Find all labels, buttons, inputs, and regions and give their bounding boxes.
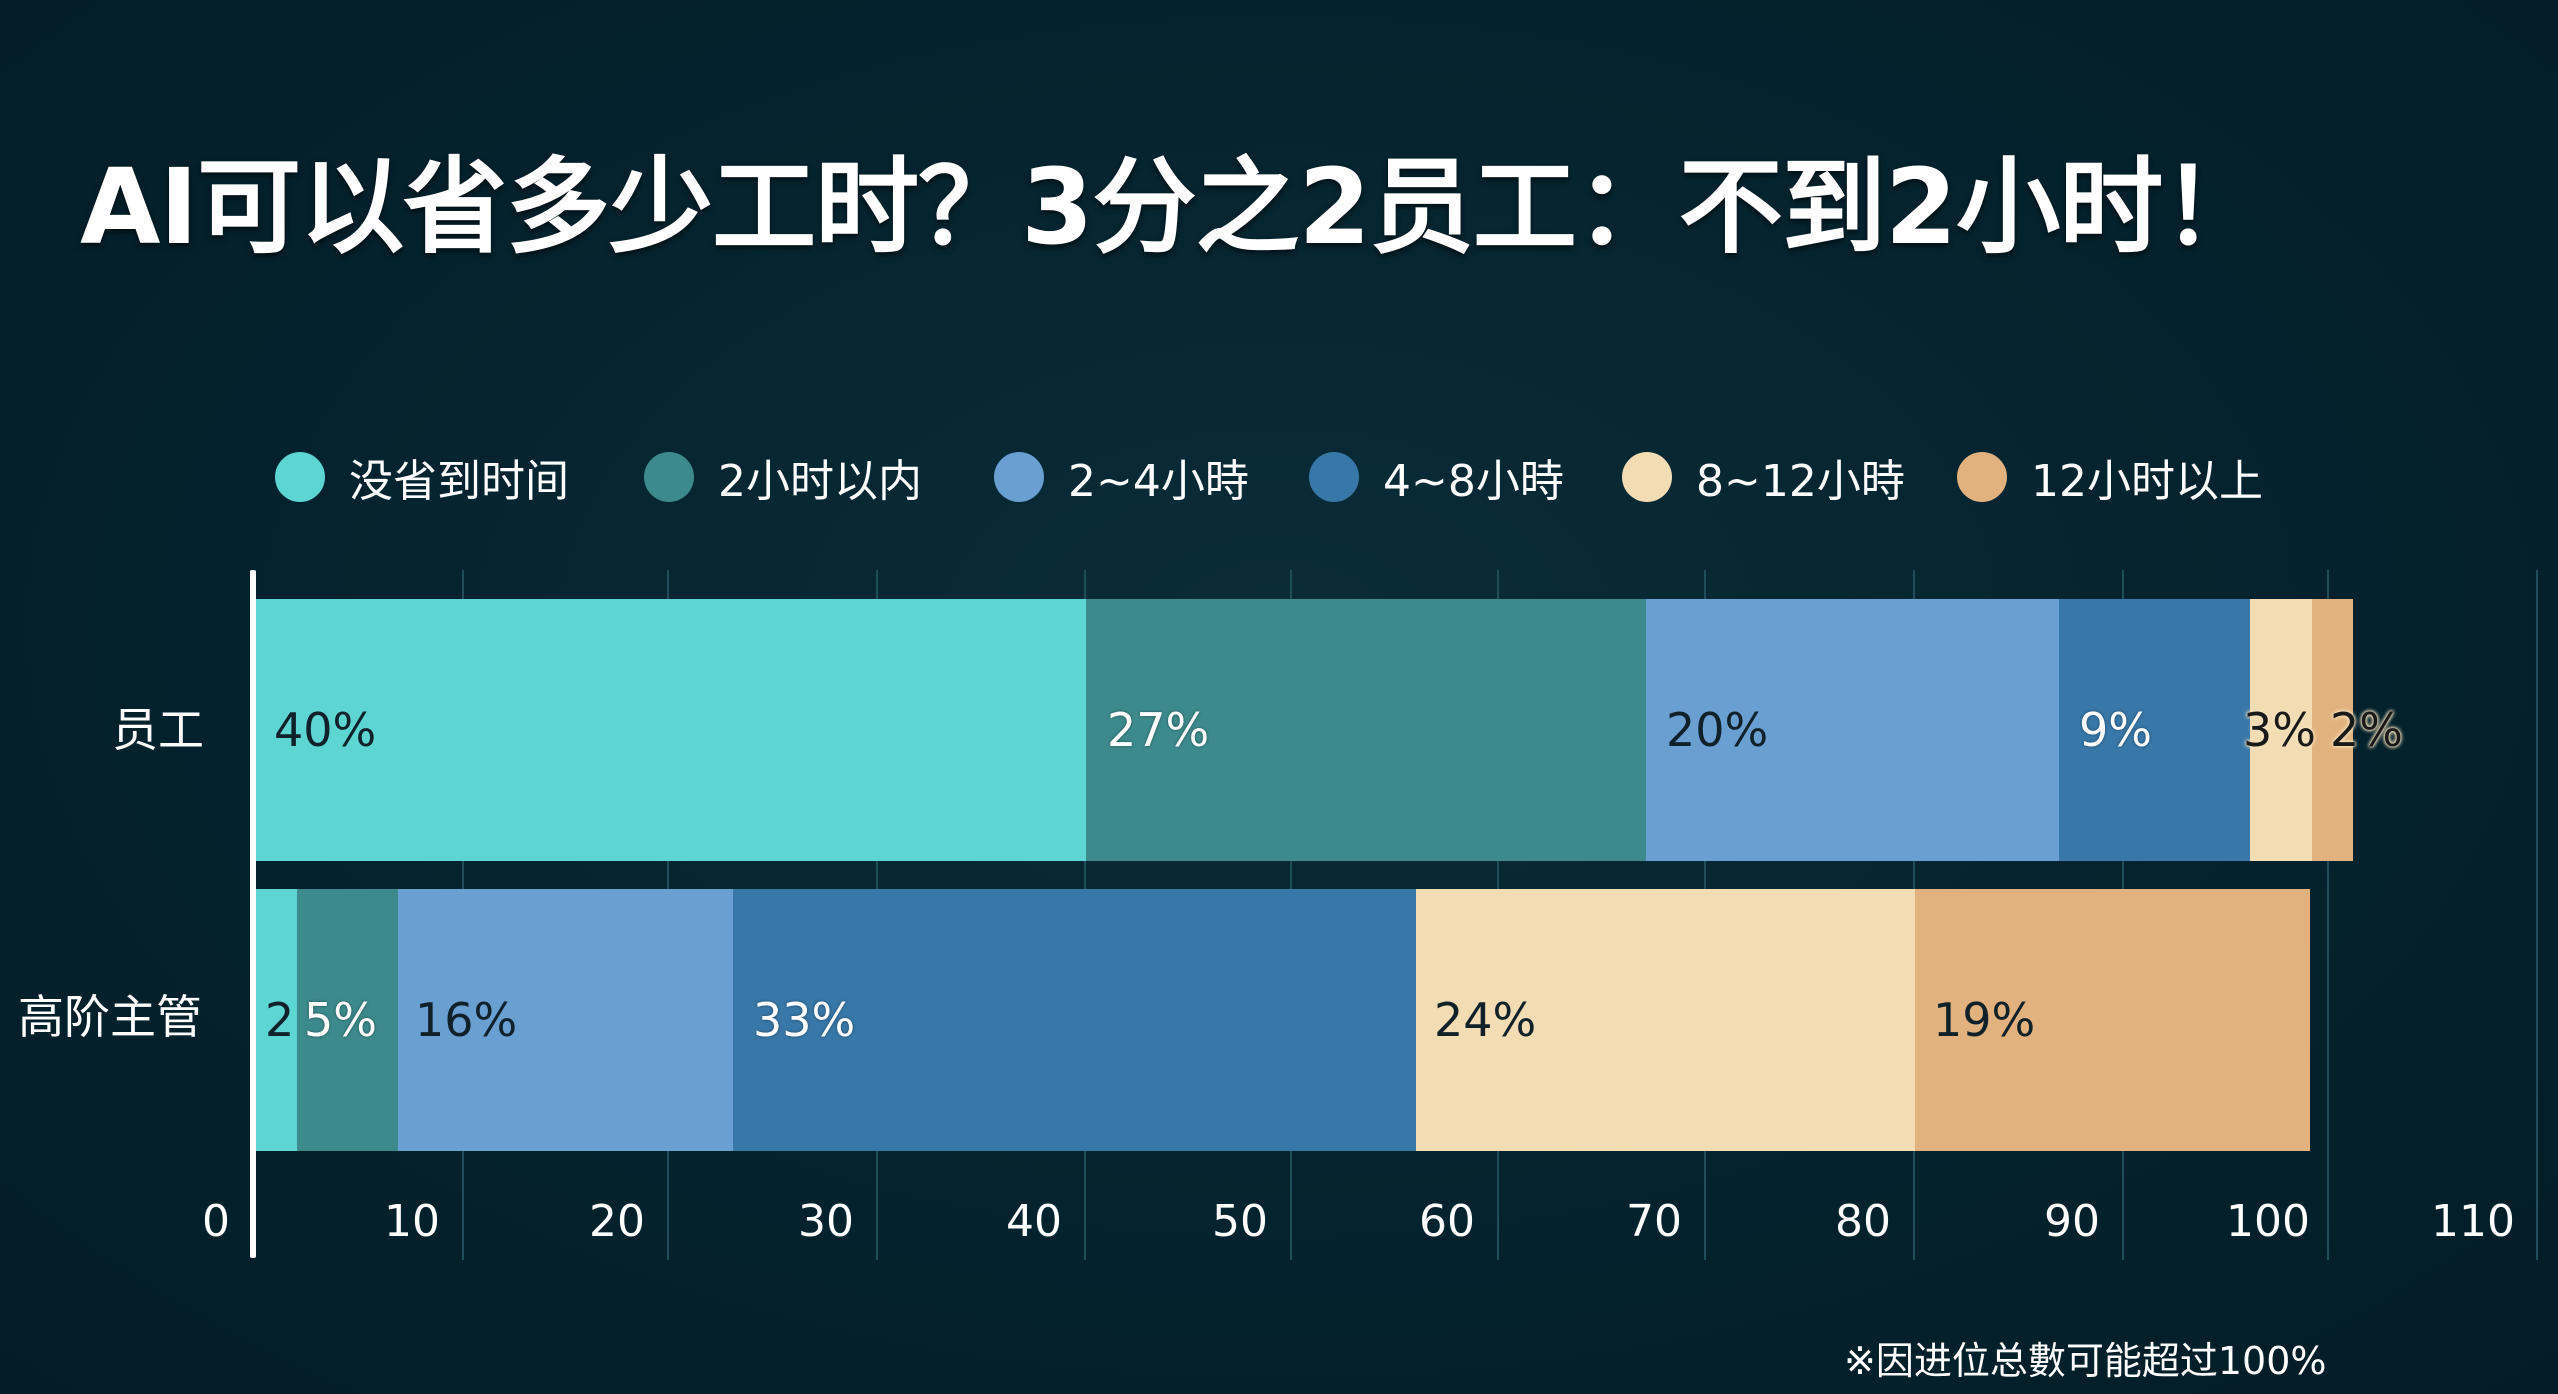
legend-label: 12小时以上 xyxy=(2031,456,2263,507)
legend-item-no-time-saved: 没省到时间 xyxy=(275,450,569,507)
segment-value-label: 5% xyxy=(304,993,377,1047)
legend-dot-icon xyxy=(644,452,694,502)
x-tick-label: 100 xyxy=(2226,1196,2310,1247)
y-axis-line xyxy=(250,570,256,1258)
segment-value-label: 24% xyxy=(1434,993,1537,1047)
category-label-executives: 高阶主管 xyxy=(18,990,202,1044)
footnote: ※因进位总數可能超过100% xyxy=(1844,1339,2327,1383)
segment-4-8h: 9% xyxy=(2059,599,2250,861)
legend-dot-icon xyxy=(1622,452,1672,502)
legend-label: 4~8小時 xyxy=(1383,456,1564,507)
legend-dot-icon xyxy=(1309,452,1359,502)
x-tick-label: 0 xyxy=(202,1196,230,1247)
x-tick-label: 50 xyxy=(1212,1196,1268,1247)
legend-item-4-8h: 4~8小時 xyxy=(1309,450,1564,507)
segment-value-label: 3% xyxy=(2243,703,2316,757)
chart-title: AI可以省多少工时？3分之2员工：不到2小时！ xyxy=(80,146,2266,268)
gridline xyxy=(2536,570,2538,1260)
segment-value-label: 27% xyxy=(1107,703,1210,757)
segment-value-label: 40% xyxy=(274,703,377,757)
segment-over-12h xyxy=(2312,599,2353,861)
segment-under-2h xyxy=(297,889,398,1151)
bar-executives: 16% 33% 24% 19% 2 5% xyxy=(256,889,2310,1151)
legend-dot-icon xyxy=(1957,452,2007,502)
legend-item-under-2h: 2小时以内 xyxy=(644,450,922,507)
x-tick-label: 70 xyxy=(1626,1196,1682,1247)
legend-label: 没省到时间 xyxy=(349,456,569,507)
segment-8-12h: 24% xyxy=(1416,889,1915,1151)
segment-over-12h: 19% xyxy=(1915,889,2310,1151)
segment-8-12h xyxy=(2250,599,2312,861)
x-tick-label: 10 xyxy=(384,1196,440,1247)
legend: 没省到时间 2小时以内 2~4小時 4~8小時 8~12小時 12小时以上 xyxy=(0,450,2558,507)
segment-no-time-saved: 40% xyxy=(256,599,1086,861)
x-tick-label: 80 xyxy=(1835,1196,1891,1247)
bar-employees: 40% 27% 20% 9% 3% 2% xyxy=(256,599,2403,861)
legend-label: 2小时以内 xyxy=(718,456,922,507)
segment-value-label: 2 xyxy=(265,993,295,1047)
legend-label: 8~12小時 xyxy=(1696,456,1905,507)
segment-value-label: 20% xyxy=(1666,703,1769,757)
segment-2-4h: 20% xyxy=(1646,599,2059,861)
gridline xyxy=(2327,570,2329,1260)
segment-value-label: 2% xyxy=(2330,703,2403,757)
segment-value-label: 33% xyxy=(753,993,856,1047)
segment-no-time-saved xyxy=(256,889,297,1151)
segment-value-label: 9% xyxy=(2079,703,2152,757)
segment-2-4h: 16% xyxy=(398,889,733,1151)
legend-label: 2~4小時 xyxy=(1068,456,1249,507)
segment-value-label: 16% xyxy=(415,993,518,1047)
segment-value-label: 19% xyxy=(1933,993,2036,1047)
x-tick-label: 110 xyxy=(2431,1196,2515,1247)
category-label-employees: 员工 xyxy=(112,703,204,757)
x-tick-label: 60 xyxy=(1419,1196,1475,1247)
legend-item-over-12h: 12小时以上 xyxy=(1957,450,2263,507)
segment-4-8h: 33% xyxy=(733,889,1416,1151)
segment-under-2h: 27% xyxy=(1086,599,1646,861)
legend-dot-icon xyxy=(994,452,1044,502)
x-tick-label: 20 xyxy=(589,1196,645,1247)
legend-item-8-12h: 8~12小時 xyxy=(1622,450,1905,507)
x-tick-label: 90 xyxy=(2044,1196,2100,1247)
x-tick-label: 40 xyxy=(1006,1196,1062,1247)
legend-dot-icon xyxy=(275,452,325,502)
x-tick-label: 30 xyxy=(798,1196,854,1247)
legend-item-2-4h: 2~4小時 xyxy=(994,450,1249,507)
